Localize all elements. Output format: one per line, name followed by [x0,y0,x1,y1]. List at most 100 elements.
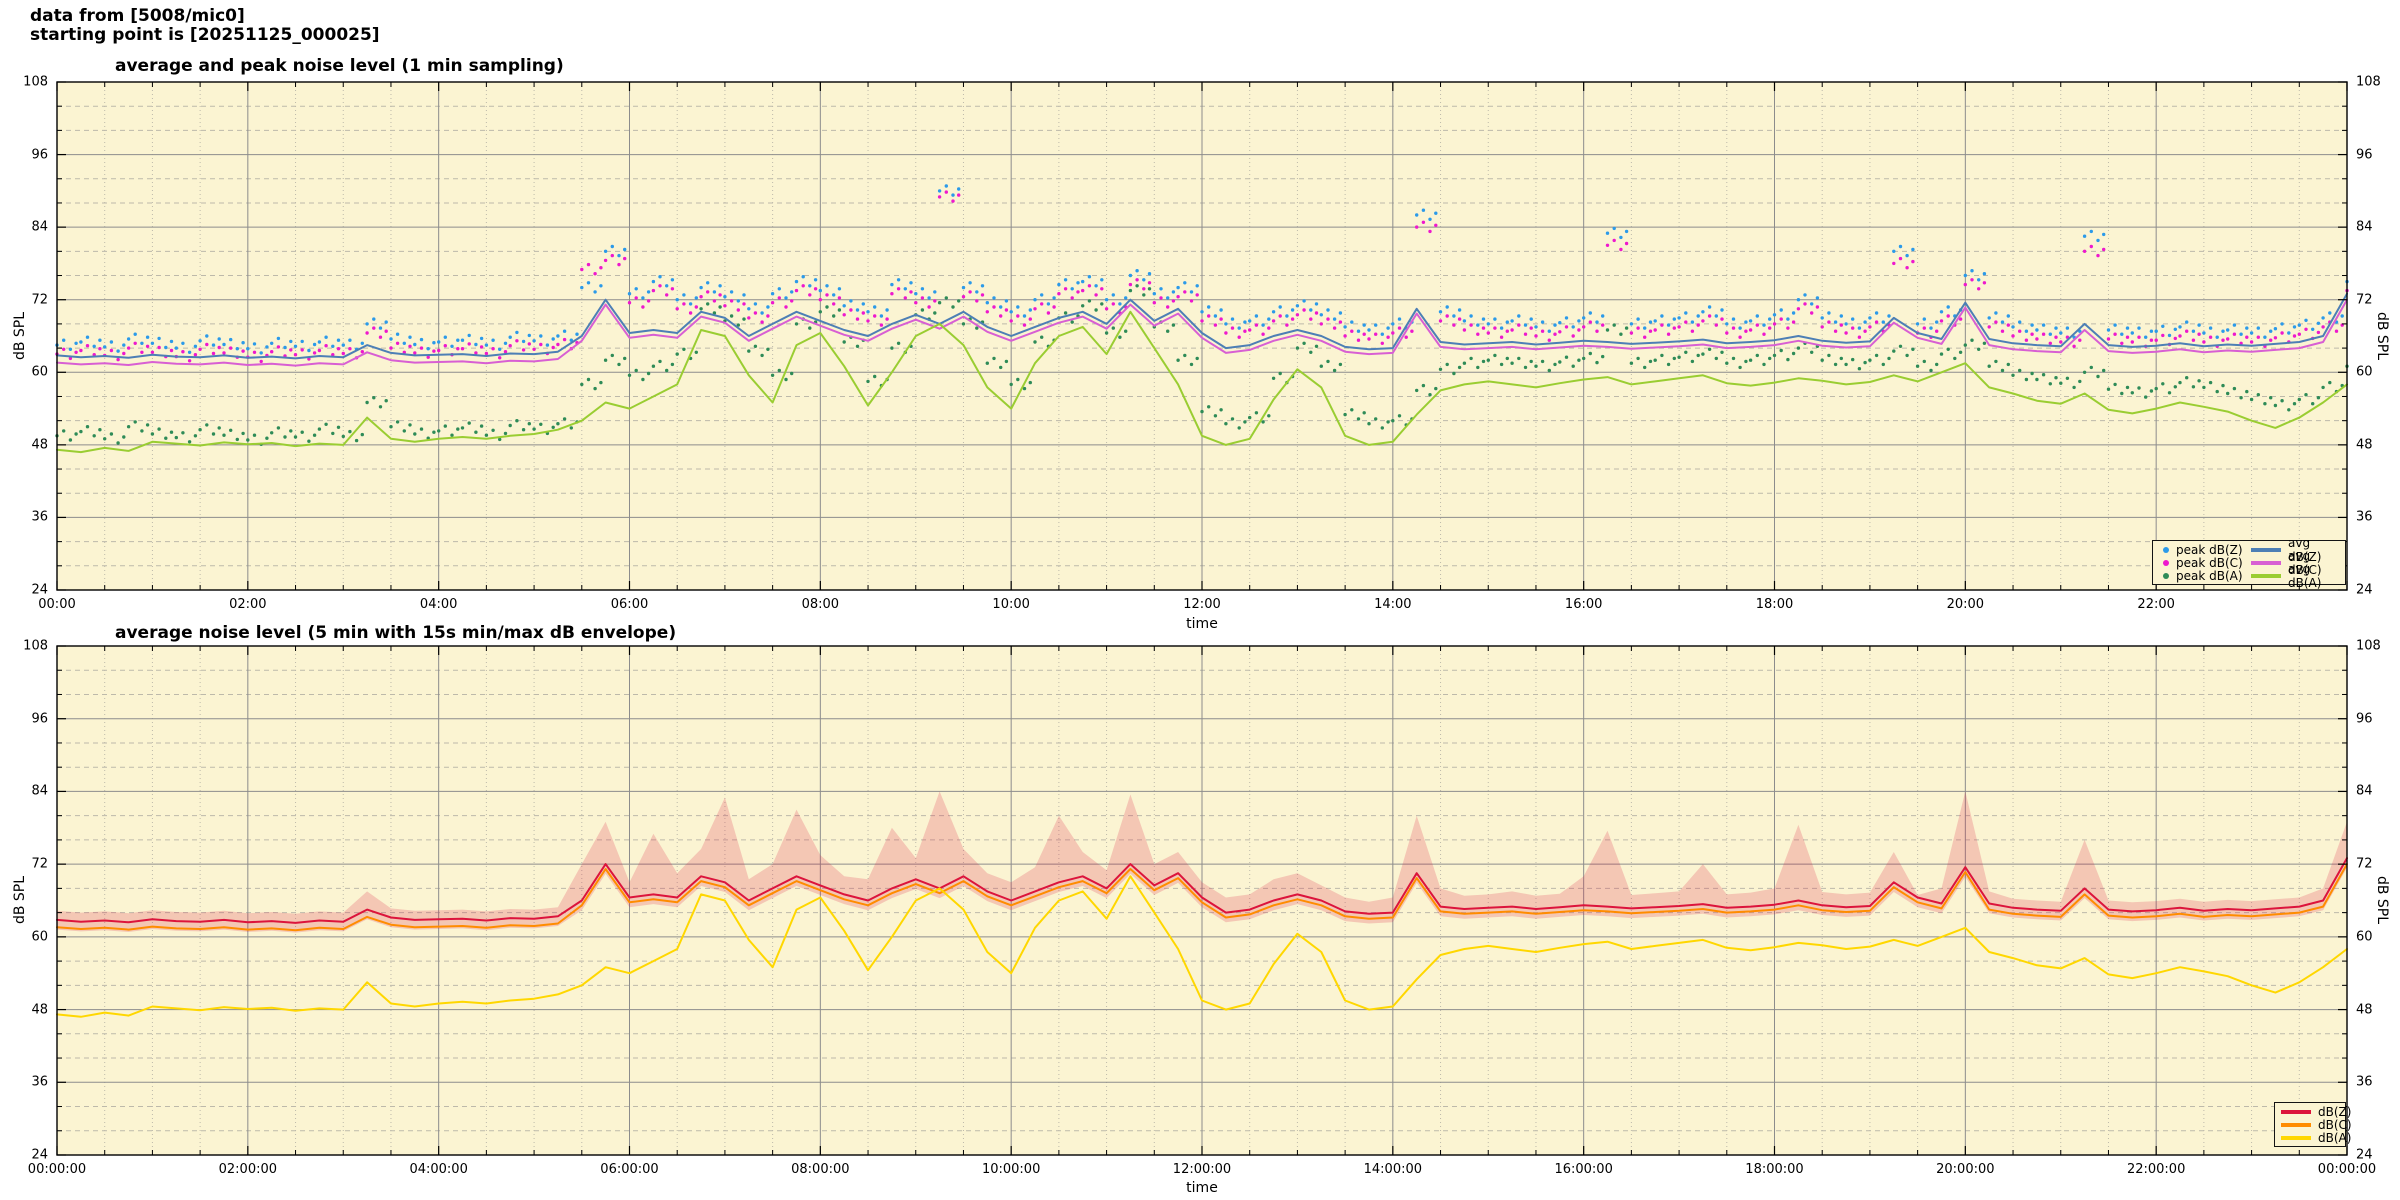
y2-tick-label: 60 [2356,364,2373,380]
gridlines [57,82,2347,590]
y2-tick-label: 36 [2356,1074,2373,1090]
series-peak-db(z) [55,184,2349,355]
gridlines [57,646,2347,1155]
chart1-ylabel-left: dB SPL [12,311,28,361]
series-db(c) [56,863,2348,932]
x-tick-label: 02:00 [229,597,267,612]
x-tick-label: 20:00 [1946,597,1985,612]
axes [56,81,2348,591]
legend-label: avg dB(C) [2288,548,2322,577]
series-peak-db(a) [55,284,2349,446]
legend-label: peak dB(C) [2176,555,2243,570]
series-avg-db(c) [56,298,2348,367]
legend-line-swatch [2281,1109,2311,1114]
y-tick-label: 36 [31,1074,48,1090]
series-db(z) [56,857,2348,924]
y2-tick-label: 108 [2356,638,2381,654]
chart1-legend: peak dB(Z) avg dB(Z) peak dB(C) avg dB(C) pe… [2152,536,2346,590]
legend-line-swatch [2251,560,2281,565]
y2-tick-label: 108 [2356,74,2381,90]
chart1-xlabel: time [1186,616,1218,632]
x-tick-label: 10:00 [992,597,1030,612]
y-tick-label: 84 [31,219,48,235]
x-tick-label: 00:00:00 [27,1162,87,1177]
x-tick-label: 18:00:00 [1745,1162,1804,1177]
x-tick-label: 22:00:00 [2126,1162,2186,1177]
x-tick-label: 16:00:00 [1554,1162,1613,1177]
y-tick-label: 72 [31,856,48,872]
legend-line-swatch [2251,573,2281,578]
y-tick-label: 48 [31,1002,48,1018]
legend-label: dB(Z) [2318,1104,2352,1119]
legend-label: peak dB(Z) [2176,542,2243,557]
legend-label: dB(A) [2318,1130,2352,1145]
header: data from [5008/mic0] starting point is … [30,7,380,45]
x-tick-label: 22:00 [2137,597,2175,612]
x-tick-label: 00:00:00 [2317,1162,2377,1177]
legend-line-swatch [2281,1122,2311,1127]
x-tick-label: 14:00:00 [1363,1162,1423,1177]
legend-row: peak dB(C) avg dB(C) [2155,549,2343,577]
legend-label: peak dB(A) [2176,568,2243,583]
x-tick-label: 08:00 [801,597,840,612]
y-tick-label: 72 [31,292,48,308]
y-tick-label: 24 [31,582,48,598]
y-tick-label: 48 [31,437,48,453]
y2-tick-label: 48 [2356,437,2373,453]
y2-tick-label: 24 [2356,582,2373,598]
y2-tick-label: 24 [2356,1147,2373,1163]
legend-row: dB(Z) [2279,1105,2351,1119]
series-peak-db(c) [55,190,2349,364]
y2-tick-label: 36 [2356,509,2373,525]
y-tick-label: 108 [23,74,48,90]
header-line-1: data from [5008/mic0] [30,6,245,26]
chart2-title: average noise level (5 min with 15s min/… [115,623,677,643]
legend-row: peak dB(A) avg dB(A) [2155,562,2343,590]
x-tick-label: 10:00:00 [981,1162,1041,1177]
x-tick-label: 02:00:00 [218,1162,278,1177]
chart1-title: average and peak noise level (1 min samp… [115,56,564,76]
x-tick-label: 04:00:00 [409,1162,468,1177]
chart2-legend: dB(Z) dB(C) dB(A) [2274,1102,2352,1147]
header-line-2: starting point is [20251125_000025] [30,25,380,45]
legend-point-swatch [2163,546,2169,553]
y-tick-label: 60 [31,929,48,945]
legend-line-swatch [2281,1135,2311,1140]
legend-line-swatch [2251,547,2281,552]
chart-2 [56,645,2348,1156]
chart2-ylabel-right: dB SPL [2374,875,2390,925]
series-avg-db(z) [56,292,2348,360]
x-tick-label: 00:00 [38,597,76,612]
y2-tick-label: 96 [2356,147,2373,163]
x-tick-label: 04:00 [419,597,458,612]
y-tick-label: 96 [31,711,48,727]
y-tick-label: 84 [31,783,48,799]
legend-label: dB(C) [2318,1117,2352,1132]
x-tick-label: 06:00 [610,597,649,612]
x-tick-label: 14:00 [1374,597,1412,612]
chart2-xlabel: time [1186,1180,1218,1196]
x-tick-label: 08:00:00 [791,1162,850,1177]
series-db(a) [56,875,2348,1018]
y2-tick-label: 96 [2356,711,2373,727]
legend-row: peak dB(Z) avg dB(Z) [2155,536,2343,564]
legend-row: dB(C) [2279,1118,2352,1132]
x-tick-label: 12:00 [1183,597,1221,612]
y2-tick-label: 60 [2356,929,2373,945]
legend-point-swatch [2163,559,2169,566]
y2-tick-label: 84 [2356,783,2373,799]
y2-tick-label: 84 [2356,219,2373,235]
y-tick-label: 108 [23,638,48,654]
y2-tick-label: 72 [2356,292,2373,308]
legend-point-swatch [2163,572,2169,579]
chart2-ylabel-left: dB SPL [12,875,28,925]
series-avg-db(a) [56,310,2348,454]
legend-label: avg dB(A) [2288,561,2322,590]
chart-1 [55,81,2349,591]
y2-tick-label: 72 [2356,856,2373,872]
x-tick-label: 06:00:00 [600,1162,659,1177]
x-tick-label: 18:00 [1755,597,1794,612]
legend-row: dB(A) [2279,1131,2351,1145]
